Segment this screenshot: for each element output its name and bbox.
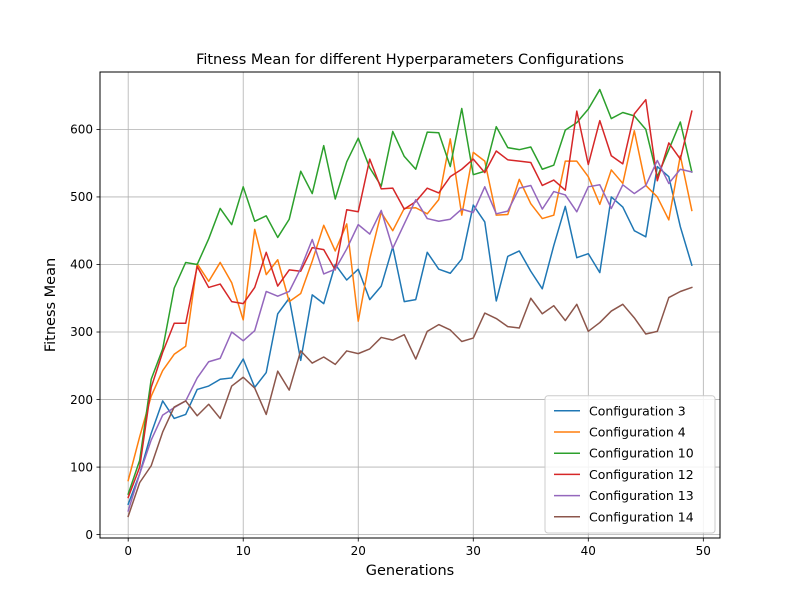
x-tick-label: 50 <box>696 544 711 558</box>
series-line-5 <box>127 159 693 512</box>
legend-box <box>544 395 716 534</box>
y-tick-label: 0 <box>85 528 93 542</box>
legend-label: Configuration 4 <box>589 425 686 440</box>
chart-title: Fitness Mean for different Hyperparamete… <box>196 52 624 68</box>
x-tick-label: 40 <box>581 544 596 558</box>
series-line-4 <box>127 98 693 499</box>
x-axis-label: Generations <box>366 563 454 579</box>
x-tick-label: 20 <box>351 544 366 558</box>
y-tick-label: 400 <box>70 258 93 272</box>
series-line-3 <box>127 88 693 496</box>
legend-label: Configuration 14 <box>589 509 694 524</box>
y-tick-label: 200 <box>70 393 93 407</box>
legend-label: Configuration 10 <box>589 446 694 461</box>
series-line-1 <box>127 165 693 506</box>
plot-frame <box>99 71 721 539</box>
series-line-6 <box>127 286 693 518</box>
legend-label: Configuration 13 <box>589 488 694 503</box>
series-lines <box>127 88 693 518</box>
grid <box>100 72 720 538</box>
y-axis-label: Fitness Mean <box>43 258 59 352</box>
legend: Configuration 3 Configuration 4 Configurat… <box>544 395 716 534</box>
x-tick-label: 0 <box>124 544 132 558</box>
x-tick-label: 30 <box>466 544 481 558</box>
series-line-2 <box>127 130 693 482</box>
y-tick-label: 100 <box>70 460 93 474</box>
legend-label: Configuration 12 <box>589 467 694 482</box>
x-tick-label: 10 <box>236 544 251 558</box>
y-tick-label: 600 <box>70 123 93 137</box>
y-tick-label: 500 <box>70 190 93 204</box>
y-tick-label: 300 <box>70 325 93 339</box>
legend-label: Configuration 3 <box>589 403 686 418</box>
